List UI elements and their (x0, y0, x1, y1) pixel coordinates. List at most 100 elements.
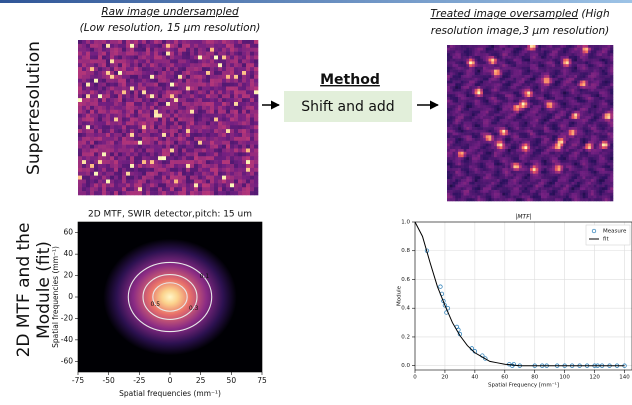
pixel (162, 164, 166, 168)
pixel (158, 149, 162, 153)
pixel (599, 50, 602, 53)
pixel (527, 130, 530, 133)
pixel (218, 149, 222, 153)
pixel (458, 81, 461, 84)
pixel (607, 81, 610, 84)
pixel (596, 64, 599, 67)
pixel (489, 70, 492, 73)
pixel (82, 75, 86, 79)
pixel (469, 59, 472, 62)
pixel (166, 125, 170, 129)
pixel (555, 53, 558, 56)
pixel (566, 72, 569, 75)
pixel (86, 125, 90, 129)
pixel (238, 48, 242, 52)
pixel (82, 121, 86, 125)
pixel (114, 183, 118, 187)
pixel (580, 116, 583, 119)
pixel (138, 172, 142, 176)
pixel (599, 86, 602, 89)
pixel (242, 98, 246, 102)
pixel (549, 108, 552, 111)
pixel (98, 83, 102, 87)
pixel (588, 56, 591, 59)
pixel (574, 133, 577, 136)
pixel (458, 144, 461, 147)
pixel (497, 100, 500, 103)
pixel (607, 187, 610, 190)
pixel (154, 98, 158, 102)
pixel (106, 172, 110, 176)
pixel (580, 94, 583, 97)
pixel (533, 152, 536, 155)
pixel (605, 92, 608, 95)
pixel (599, 83, 602, 86)
pixel (544, 94, 547, 97)
pixel (230, 121, 234, 125)
pixel (154, 52, 158, 56)
pixel (585, 138, 588, 141)
pixel (106, 137, 110, 141)
pixel (502, 108, 505, 111)
pixel (577, 100, 580, 103)
pixel (472, 89, 475, 92)
pixel (206, 149, 210, 153)
pixel (106, 56, 110, 60)
pixel (222, 133, 226, 137)
pixel (533, 102, 536, 105)
pixel (469, 113, 472, 116)
pixel (110, 121, 114, 125)
pixel (563, 102, 566, 105)
pixel (186, 79, 190, 83)
pixel (78, 183, 82, 187)
pixel (90, 59, 94, 63)
pixel (234, 125, 238, 129)
pixel (483, 113, 486, 116)
pixel (130, 149, 134, 153)
pixel (178, 71, 182, 75)
pixel (552, 187, 555, 190)
pixel (238, 67, 242, 71)
pixel (569, 122, 572, 125)
pixel (218, 102, 222, 106)
pixel (489, 89, 492, 92)
pixel (178, 44, 182, 48)
pixel (588, 67, 591, 70)
pixel (594, 64, 597, 67)
pixel (497, 78, 500, 81)
pixel (574, 182, 577, 185)
pixel (583, 138, 586, 141)
pixel (475, 86, 478, 89)
pixel (585, 165, 588, 168)
pixel (214, 121, 218, 125)
pixel (130, 141, 134, 145)
pixel (190, 183, 194, 187)
pixel (475, 53, 478, 56)
pixel (254, 129, 258, 133)
pixel (511, 152, 514, 155)
pixel (178, 125, 182, 129)
pixel (486, 50, 489, 53)
pixel (210, 183, 214, 187)
pixel (536, 102, 539, 105)
pixel (450, 113, 453, 116)
pixel (146, 44, 150, 48)
pixel (464, 149, 467, 152)
pixel (174, 102, 178, 106)
pixel (130, 145, 134, 149)
pixel (588, 144, 591, 147)
pixel (580, 144, 583, 147)
pixel (524, 149, 527, 152)
pixel (574, 174, 577, 177)
pixel (453, 94, 456, 97)
pixel (569, 105, 572, 108)
pixel (552, 70, 555, 73)
pixel (206, 56, 210, 60)
pixel (214, 83, 218, 87)
pixel (536, 86, 539, 89)
pixel (166, 152, 170, 156)
pixel (190, 137, 194, 141)
pixel (494, 130, 497, 133)
pixel (472, 86, 475, 89)
pixel (591, 100, 594, 103)
